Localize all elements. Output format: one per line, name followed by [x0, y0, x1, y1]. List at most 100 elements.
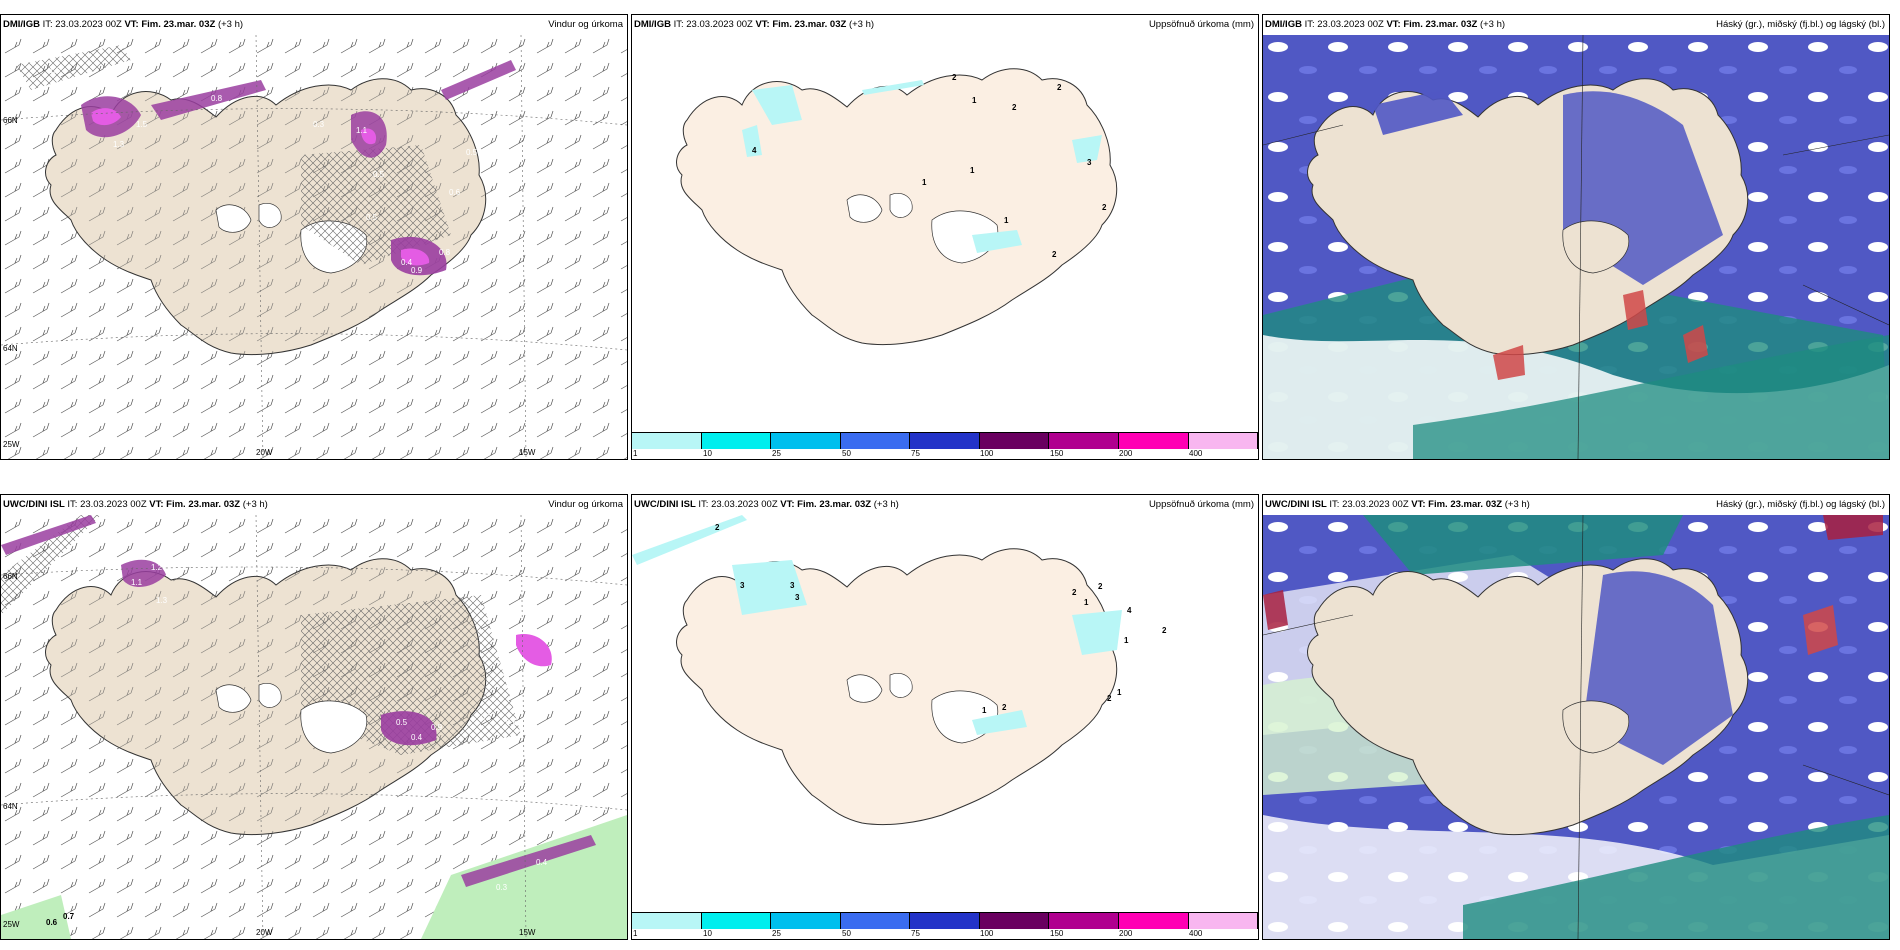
colorbar-label: 50: [842, 929, 851, 938]
colorbar-labels: 1 10 25 50 75 100 150 200 400: [632, 929, 1258, 939]
colorbar-swatch: [1049, 433, 1119, 449]
accum-label: 4: [1127, 606, 1132, 615]
colorbar-swatch: [1118, 913, 1189, 929]
precip-label: 1.3: [113, 140, 125, 149]
accum-label: 2: [1098, 582, 1103, 591]
panel-uwc-wind-precip: UWC/DINI ISL IT: 23.03.2023 00Z VT: Fim.…: [0, 494, 628, 940]
colorbar-label: 150: [1050, 449, 1064, 458]
lat-label: 66N: [3, 572, 18, 581]
accum-label: 2: [1052, 250, 1057, 259]
colorbar-label: 150: [1050, 929, 1064, 938]
colorbar-label: 25: [772, 449, 781, 458]
accum-label: 1: [970, 166, 975, 175]
lon-label: 25W: [3, 920, 20, 929]
colorbar-swatch: [910, 433, 980, 449]
panel-uwc-accum-precip: UWC/DINI ISL IT: 23.03.2023 00Z VT: Fim.…: [631, 494, 1259, 940]
colorbar-swatch: [1049, 913, 1119, 929]
precip-label: 0.6: [46, 918, 58, 927]
precip-label: 0.9: [431, 723, 443, 732]
precip-label: 0.8: [439, 248, 451, 257]
colorbar-swatch: [1188, 433, 1258, 449]
precip-label: 0.5: [366, 213, 378, 222]
colorbar: [632, 432, 1258, 449]
panel-header: UWC/DINI ISL IT: 23.03.2023 00Z VT: Fim.…: [632, 495, 1258, 515]
lat-label: 64N: [3, 344, 18, 353]
colorbar-swatch: [771, 913, 841, 929]
colorbar-label: 200: [1119, 449, 1133, 458]
precip-label: 1.2: [151, 563, 163, 572]
lat-label: 64N: [3, 802, 18, 811]
lon-label: 20W: [256, 448, 273, 457]
colorbar-swatch: [979, 433, 1050, 449]
colorbar-swatch: [701, 433, 772, 449]
accum-label: 2: [1012, 103, 1017, 112]
precip-label: 0.6: [449, 188, 461, 197]
colorbar-label: 400: [1189, 449, 1203, 458]
colorbar-swatch: [910, 913, 980, 929]
accum-label: 1: [1117, 688, 1122, 697]
colorbar-swatch: [1188, 913, 1258, 929]
accum-label: 2: [715, 523, 720, 532]
lon-label: 20W: [256, 928, 273, 937]
map-accum-precip: 2 3 3 3 2 2 1 4 2 1 2 1 2 1: [632, 515, 1258, 911]
colorbar-swatch: [840, 433, 911, 449]
map-wind-precip: 1.6 1.5 1.3 0.8 0.5 0.4 0.5 0.9 0.8 0.6 …: [1, 35, 627, 459]
precip-label: 0.3: [496, 883, 508, 892]
colorbar-label: 1: [633, 929, 638, 938]
accum-label: 3: [790, 581, 795, 590]
panel-title: Vindur og úrkoma: [548, 19, 623, 30]
colorbar-label: 50: [842, 449, 851, 458]
precip-label: 0.5: [466, 148, 478, 157]
colorbar-label: 10: [703, 449, 712, 458]
colorbar-swatch: [979, 913, 1050, 929]
panel-uwc-clouds: UWC/DINI ISL IT: 23.03.2023 00Z VT: Fim.…: [1262, 494, 1890, 940]
accum-label: 1: [1124, 636, 1129, 645]
panel-header: DMI/IGB IT: 23.03.2023 00Z VT: Fim. 23.m…: [1, 15, 627, 35]
precip-label: 1.1: [131, 578, 143, 587]
accum-label: 2: [1107, 694, 1112, 703]
panel-title: Uppsöfnuð úrkoma (mm): [1148, 19, 1254, 30]
lon-label: 25W: [3, 440, 20, 449]
precip-label: 1.3: [156, 596, 168, 605]
colorbar-labels: 1 10 25 50 75 100 150 200 400: [632, 449, 1258, 459]
accum-label: 2: [1072, 588, 1077, 597]
colorbar-swatch: [701, 913, 772, 929]
panel-header: UWC/DINI ISL IT: 23.03.2023 00Z VT: Fim.…: [1263, 495, 1889, 515]
panel-dmi-accum-precip: DMI/IGB IT: 23.03.2023 00Z VT: Fim. 23.m…: [631, 14, 1259, 460]
colorbar-label: 10: [703, 929, 712, 938]
precip-label: 0.4: [536, 858, 548, 867]
map-clouds: [1263, 35, 1889, 459]
precip-label: 0.6: [506, 718, 518, 727]
accum-label: 1: [982, 706, 987, 715]
precip-label: 0.4: [411, 733, 423, 742]
precip-label: 0.5: [396, 718, 408, 727]
precip-label: 0.4: [401, 258, 413, 267]
map-wind-precip: 1.2 1.1 1.3 0.5 0.4 0.9 0.7 0.6 0.4 0.3 …: [1, 515, 627, 939]
map-accum-precip: 2 1 4 2 1 2 1 3 2 1 2: [632, 35, 1258, 431]
precip-label: 0.9: [411, 266, 423, 275]
precip-label: 0.5: [373, 170, 385, 179]
map-clouds: [1263, 515, 1889, 939]
accum-label: 2: [1002, 703, 1007, 712]
precip-label: 0.7: [481, 713, 493, 722]
panel-dmi-wind-precip: DMI/IGB IT: 23.03.2023 00Z VT: Fim. 23.m…: [0, 14, 628, 460]
colorbar-swatch: [1118, 433, 1189, 449]
panel-header: DMI/IGB IT: 23.03.2023 00Z VT: Fim. 23.m…: [632, 15, 1258, 35]
panel-title: Háský (gr.), miðský (fj.bl.) og lágský (…: [1716, 499, 1885, 510]
colorbar-label: 200: [1119, 929, 1133, 938]
colorbar-label: 100: [980, 449, 994, 458]
precip-label: 1.1: [356, 126, 368, 135]
lat-label: 66N: [3, 116, 18, 125]
accum-label: 3: [795, 593, 800, 602]
accum-label: 4: [752, 146, 757, 155]
accum-label: 3: [1087, 158, 1092, 167]
colorbar-label: 400: [1189, 929, 1203, 938]
colorbar-label: 75: [911, 449, 920, 458]
precip-label: 0.8: [211, 94, 223, 103]
colorbar-label: 75: [911, 929, 920, 938]
lon-label: 15W: [519, 448, 536, 457]
accum-label: 1: [922, 178, 927, 187]
accum-label: 1: [1004, 216, 1009, 225]
colorbar-label: 25: [772, 929, 781, 938]
precip-label: 1.6: [49, 66, 61, 75]
